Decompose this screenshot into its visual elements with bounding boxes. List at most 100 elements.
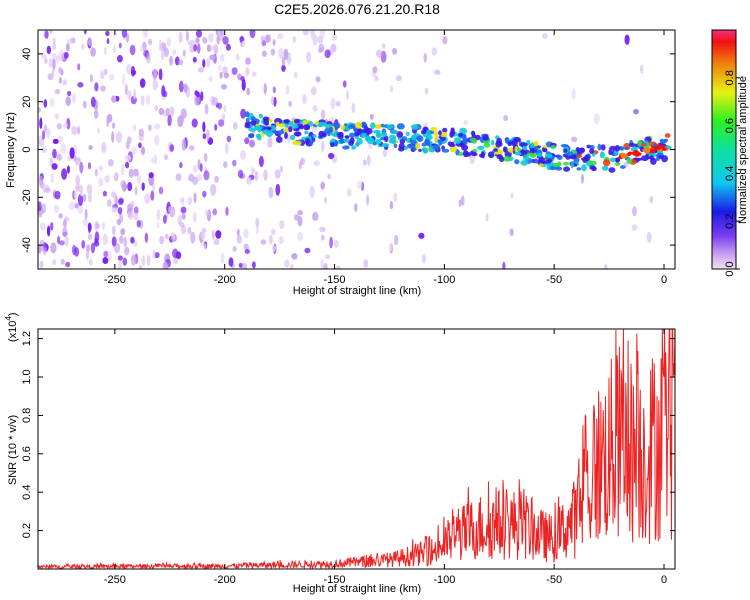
noise-speck — [94, 231, 100, 243]
noise-speck — [89, 74, 93, 83]
noise-speck — [208, 32, 214, 43]
signal-speck — [366, 137, 375, 145]
snr-y-label: SNR (10 * v/v) — [7, 415, 19, 485]
colorbar-tick-label: 0.2 — [724, 214, 736, 229]
signal-speck — [334, 140, 339, 147]
noise-speck — [79, 184, 84, 197]
noise-speck — [141, 255, 146, 267]
signal-speck — [499, 156, 505, 163]
noise-speck — [73, 190, 77, 199]
signal-speck — [487, 151, 495, 158]
noise-speck — [203, 170, 210, 181]
noise-speck — [461, 195, 465, 206]
noise-speck — [125, 141, 130, 150]
signal-speck — [615, 161, 621, 166]
colorbar-gradient — [711, 29, 737, 270]
x-tick-label: -100 — [433, 574, 455, 586]
noise-speck — [38, 107, 42, 113]
signal-peak — [643, 147, 649, 151]
noise-speck — [211, 229, 215, 240]
noise-speck — [240, 108, 247, 119]
noise-speck — [103, 250, 109, 258]
noise-speck — [154, 252, 160, 259]
signal-speck — [613, 150, 619, 156]
noise-speck — [260, 239, 267, 245]
noise-speck — [434, 69, 441, 75]
noise-speck — [46, 45, 51, 55]
x-tick-label: -150 — [324, 274, 346, 286]
noise-speck — [204, 103, 209, 115]
signal-speck — [479, 153, 485, 158]
x-tick-label: 0 — [661, 574, 667, 586]
signal-speck — [309, 140, 313, 147]
signal-speck — [262, 129, 270, 135]
noise-speck — [354, 203, 358, 212]
noise-speck — [249, 139, 256, 148]
noise-speck — [154, 105, 159, 112]
noise-speck — [205, 129, 210, 142]
x-tick-label: -50 — [546, 574, 562, 586]
noise-speck — [224, 143, 229, 154]
signal-speck — [546, 163, 551, 170]
noise-speck — [90, 47, 96, 57]
noise-speck — [173, 257, 179, 265]
signal-speck — [483, 142, 491, 148]
signal-speck — [664, 133, 671, 138]
noise-speck — [243, 228, 249, 239]
signal-speck — [438, 130, 442, 136]
signal-speck — [608, 167, 616, 173]
signal-speck — [494, 151, 499, 155]
noise-speck — [312, 34, 318, 46]
noise-speck — [222, 36, 229, 45]
noise-speck — [86, 244, 91, 253]
signal-speck — [441, 145, 445, 150]
noise-speck — [121, 182, 127, 192]
noise-speck — [81, 240, 86, 249]
noise-speck — [330, 97, 336, 110]
signal-speck — [635, 157, 643, 161]
noise-speck — [75, 174, 81, 187]
noise-speck — [44, 187, 51, 194]
noise-speck — [604, 264, 608, 269]
noise-speck — [50, 242, 57, 254]
noise-speck — [84, 208, 88, 220]
noise-speck — [38, 201, 42, 212]
noise-speck — [246, 87, 250, 96]
signal-speck — [361, 133, 367, 138]
signal-speck — [620, 165, 626, 169]
noise-speck — [71, 93, 77, 104]
noise-speck — [150, 190, 155, 201]
noise-speck — [83, 30, 87, 35]
signal-peak — [655, 146, 661, 150]
noise-speck — [51, 163, 58, 170]
noise-speck — [133, 212, 139, 221]
noise-speck — [187, 226, 192, 235]
signal-speck — [458, 151, 464, 156]
noise-speck — [236, 228, 240, 237]
noise-speck — [241, 79, 246, 91]
noise-speck — [631, 224, 638, 231]
signal-speck — [507, 147, 514, 153]
signal-speck — [288, 126, 293, 133]
noise-speck — [202, 37, 208, 44]
noise-speck — [95, 223, 100, 229]
noise-speck — [328, 152, 335, 160]
signal-speck — [614, 145, 620, 152]
noise-speck — [162, 261, 169, 269]
signal-peak — [634, 153, 640, 157]
noise-speck — [272, 39, 276, 46]
noise-speck — [202, 133, 207, 140]
noise-speck — [48, 58, 53, 68]
noise-speck — [212, 208, 217, 216]
noise-speck — [333, 239, 339, 248]
noise-speck — [233, 121, 238, 131]
noise-speck — [246, 177, 252, 185]
noise-speck — [133, 206, 139, 215]
signal-speck — [450, 141, 455, 146]
noise-speck — [38, 135, 43, 145]
noise-speck — [77, 194, 84, 206]
noise-speck — [168, 206, 172, 213]
noise-speck — [502, 261, 506, 269]
noise-speck — [124, 246, 130, 256]
noise-speck — [111, 122, 116, 129]
